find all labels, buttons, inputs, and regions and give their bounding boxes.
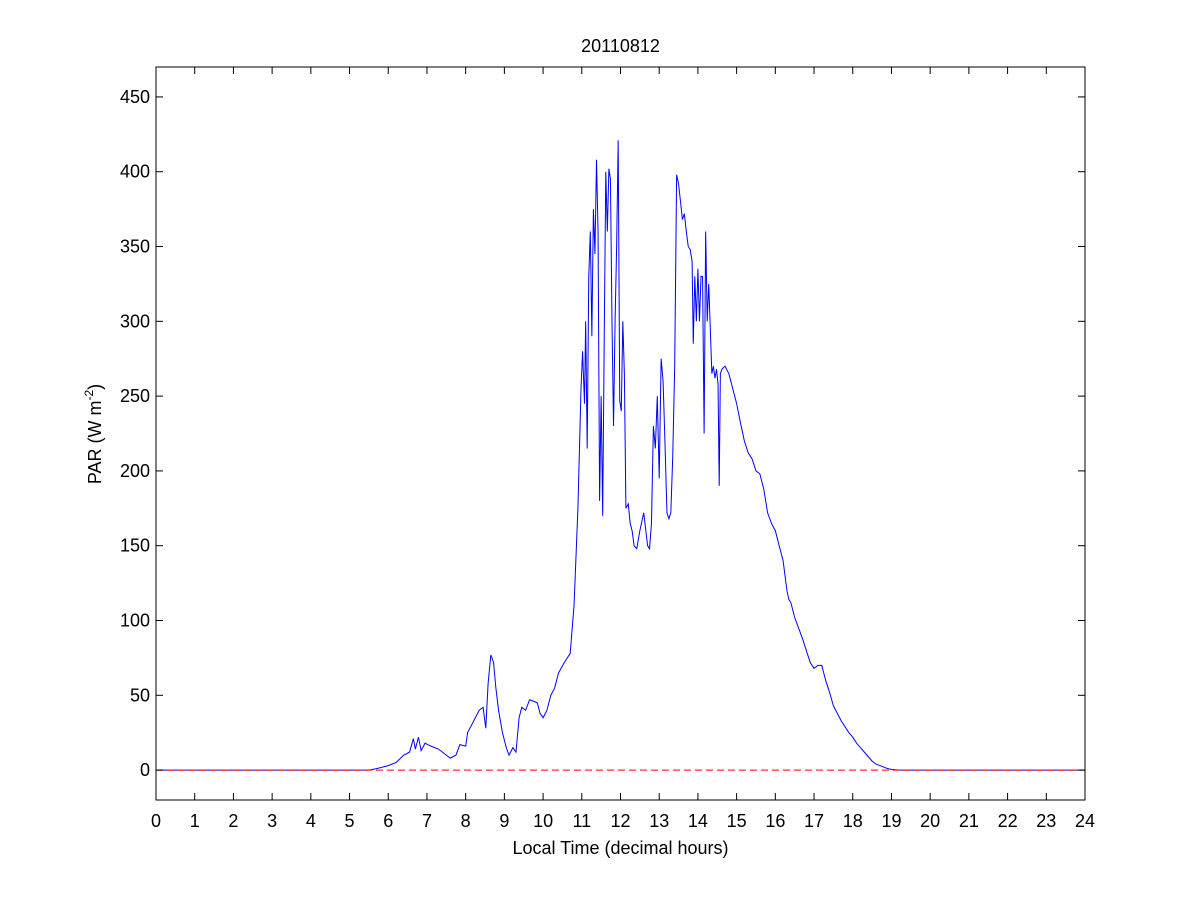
plot-area: 0 1 2 3 4 5 6 7 8 9 10 11 12 13 14 15 16 17 18 19 20 21 22 23 24… — [120, 67, 1095, 831]
x-tick-label-13: 13 — [649, 811, 669, 831]
x-tick-label-7: 7 — [422, 811, 432, 831]
y-tick-label-350: 350 — [120, 237, 150, 257]
y-tick-label-0: 0 — [140, 760, 150, 780]
axes-frame — [155, 66, 1086, 801]
x-tick-label-18: 18 — [843, 811, 863, 831]
x-tick-label-17: 17 — [804, 811, 824, 831]
x-tick-label-6: 6 — [383, 811, 393, 831]
y-tick-label-50: 50 — [130, 685, 150, 705]
x-tick-label-16: 16 — [765, 811, 785, 831]
series-line-0 — [156, 140, 1085, 771]
x-tick-label-2: 2 — [228, 811, 238, 831]
x-tick-label-5: 5 — [345, 811, 355, 831]
x-tick-label-10: 10 — [533, 811, 553, 831]
x-tick-label-9: 9 — [499, 811, 509, 831]
x-tick-label-22: 22 — [998, 811, 1018, 831]
x-tick-label-20: 20 — [920, 811, 940, 831]
x-axis-label: Local Time (decimal hours) — [512, 838, 728, 858]
x-tick-label-12: 12 — [610, 811, 630, 831]
x-tick-label-15: 15 — [727, 811, 747, 831]
x-tick-label-11: 11 — [572, 811, 591, 831]
y-tick-label-250: 250 — [120, 386, 150, 406]
chart-title: 20110812 — [581, 36, 660, 56]
y-tick-label-200: 200 — [120, 461, 150, 481]
y-tick-label-100: 100 — [120, 610, 150, 630]
x-tick-label-4: 4 — [306, 811, 316, 831]
y-axis-label: PAR (W m-2) — [82, 384, 105, 484]
y-tick-label-150: 150 — [120, 536, 150, 556]
x-tick-label-14: 14 — [688, 811, 708, 831]
y-axis-label-main: PAR (W m — [85, 401, 105, 485]
x-tick-label-8: 8 — [461, 811, 471, 831]
y-tick-label-400: 400 — [120, 162, 150, 182]
y-axis-label-superscript: -2 — [82, 390, 96, 401]
x-tick-label-3: 3 — [267, 811, 277, 831]
x-tick-label-23: 23 — [1036, 811, 1056, 831]
x-tick-label-24: 24 — [1075, 811, 1095, 831]
y-tick-label-450: 450 — [120, 87, 150, 107]
x-tick-label-0: 0 — [151, 811, 161, 831]
y-tick-label-300: 300 — [120, 311, 150, 331]
x-tick-label-1: 1 — [190, 811, 200, 831]
y-axis-label-suffix: ) — [85, 384, 105, 390]
x-tick-label-19: 19 — [881, 811, 901, 831]
x-tick-label-21: 21 — [959, 811, 979, 831]
